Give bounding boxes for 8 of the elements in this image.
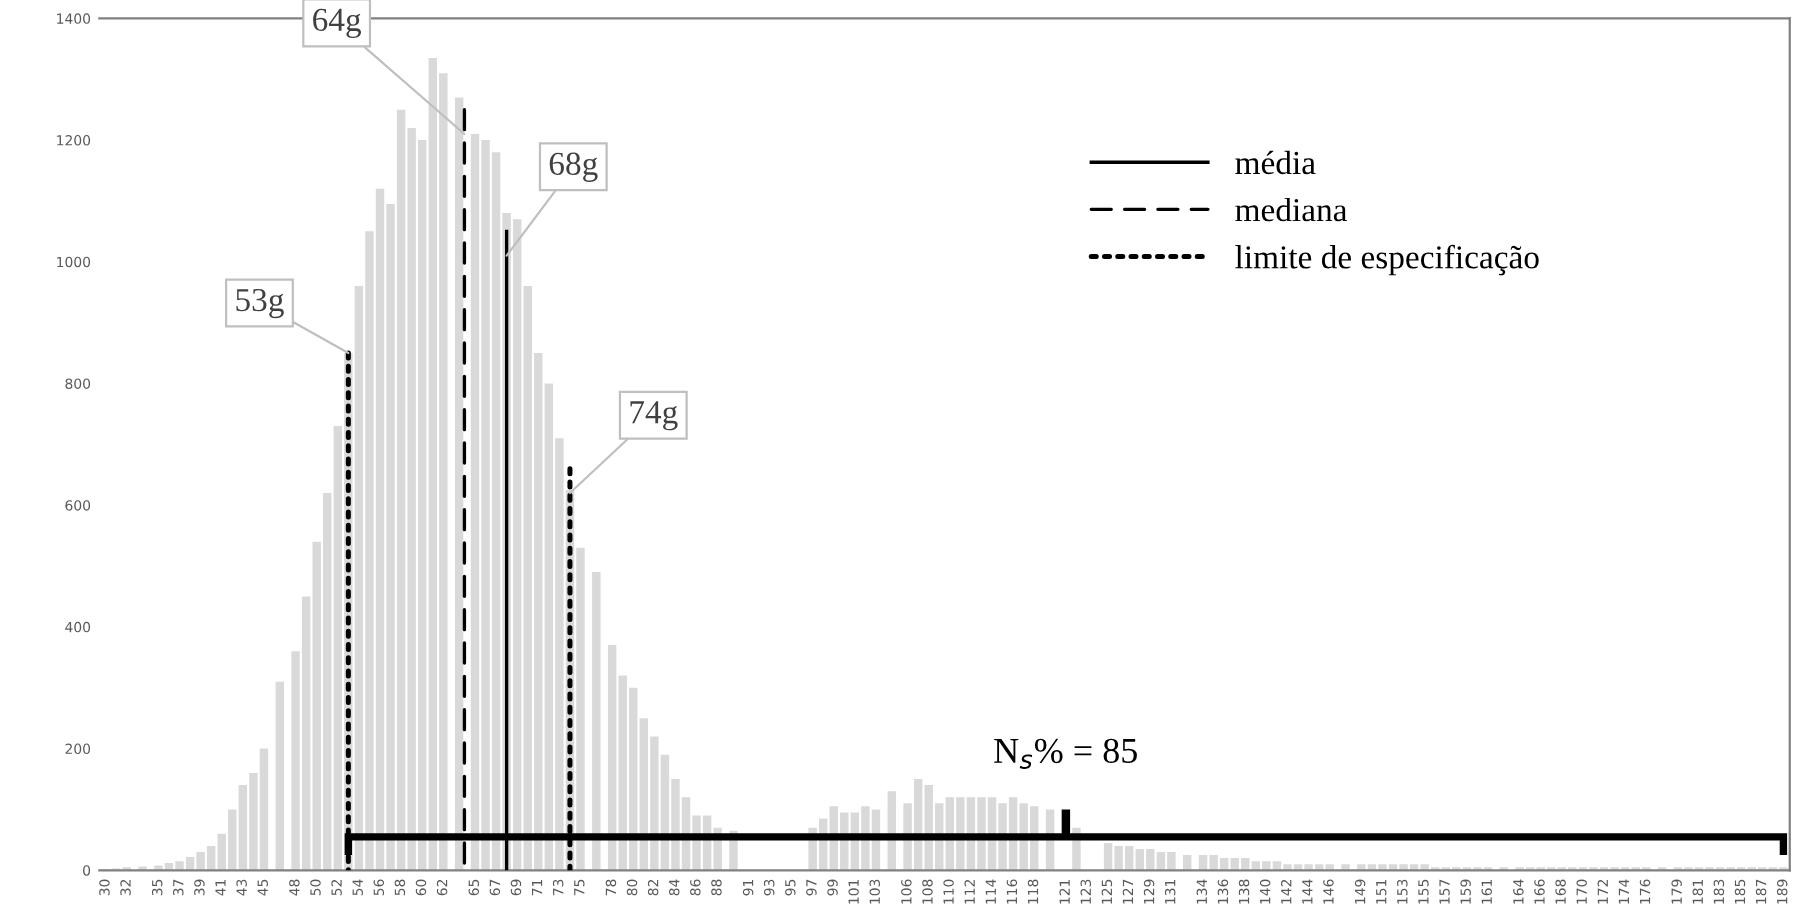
annotation: 64g: [313, 8, 362, 38]
annotation: 74g: [630, 401, 678, 431]
annotation: 53g: [236, 288, 284, 319]
legend-label: limite de especificação: [1235, 244, 1539, 276]
annotation: 68g: [549, 152, 598, 182]
legend-label: média: [1235, 150, 1316, 175]
legend-label: mediana: [1235, 197, 1348, 222]
annotation: N$_{s}$% = 85: [994, 738, 1137, 769]
